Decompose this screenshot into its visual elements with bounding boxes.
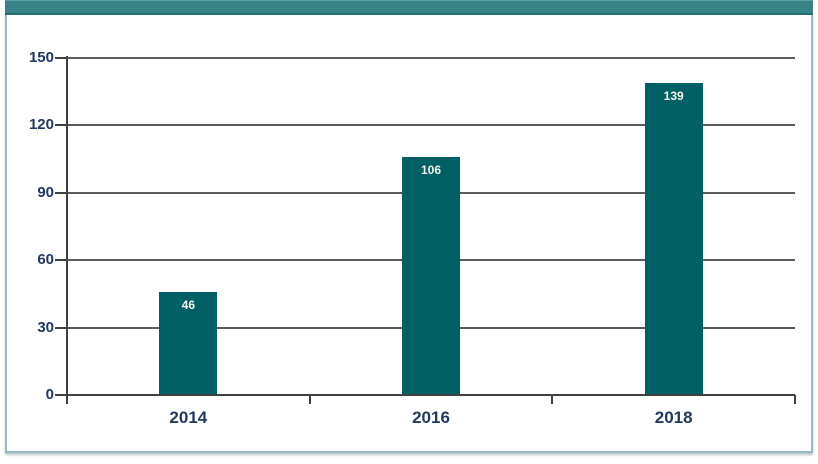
bar <box>402 156 460 395</box>
x-tick-label: 2016 <box>412 408 450 427</box>
y-tick-label: 120 <box>28 116 54 134</box>
y-tick-label: 150 <box>28 49 54 66</box>
bar <box>644 82 703 395</box>
y-axis-tick <box>55 326 67 329</box>
y-axis-tick <box>55 191 67 194</box>
x-axis-tick <box>551 395 554 404</box>
y-axis-line <box>66 56 68 397</box>
bar-value-label: 139 <box>663 88 684 103</box>
x-tick-label: 2014 <box>169 408 208 427</box>
x-axis-line <box>67 394 795 396</box>
y-axis-tick <box>55 124 67 127</box>
y-tick-label: 90 <box>37 183 54 201</box>
bar <box>159 291 218 395</box>
x-axis-tick <box>794 395 796 404</box>
x-axis-tick <box>66 395 68 404</box>
x-axis-tick <box>308 395 311 404</box>
bar-value-label: 46 <box>181 297 195 312</box>
y-axis-tick <box>55 259 67 262</box>
y-axis-tick <box>55 57 67 59</box>
y-tick-label: 60 <box>37 251 54 269</box>
gridline <box>67 124 795 127</box>
x-tick-label: 2018 <box>654 408 693 427</box>
y-tick-label: 0 <box>45 386 54 403</box>
gridline <box>67 57 795 59</box>
y-axis-tick <box>55 394 67 396</box>
header-accent-bar <box>5 0 813 15</box>
y-tick-label: 30 <box>37 318 54 336</box>
bar-value-label: 106 <box>420 162 442 177</box>
